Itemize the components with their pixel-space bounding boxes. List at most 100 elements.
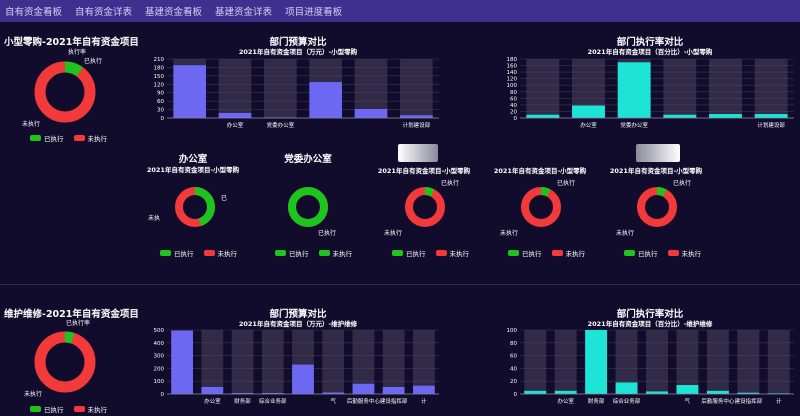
legend-swatch-exec [30,135,41,141]
x-tick-label: 办公室 [227,121,244,129]
donut-slice-executed [34,61,96,123]
bar [524,390,547,394]
x-tick-label: 后勤服务中心 [347,397,381,405]
x-tick-label: 计划建设部 [403,121,431,129]
y-tick-label: 180 [154,65,165,71]
donut-slice-executed [521,187,561,227]
y-tick-label: 40 [510,366,517,372]
bar-background [663,59,697,118]
top-nav: 自有资金看板 自有资金详表 基建资金看板 基建资金详表 项目进度看板 [0,0,800,22]
bar-background [526,59,560,118]
mini3-pie [405,187,445,227]
section-divider [0,284,800,285]
legend-item-exec[interactable]: 已执行 [624,248,658,258]
tab-project-progress-board[interactable]: 项目进度看板 [285,7,343,18]
legend-item-unexec[interactable]: 未执行 [435,248,469,258]
tab-infra-fund-detail[interactable]: 基建资金详表 [215,7,273,18]
bar-background [737,330,760,394]
mini4-label-exec: 已执行 [557,180,576,187]
x-tick-label: 财务部 [588,397,605,405]
legend-item-unexec[interactable]: 未执行 [73,404,107,414]
bar-background [400,59,433,118]
legend-swatch-unexec [73,135,85,141]
bar [354,109,388,118]
tab-infra-fund-board[interactable]: 基建资金看板 [145,7,203,18]
legend-item-exec[interactable]: 已执行 [508,248,542,258]
y-tick-label: 140 [507,70,518,76]
section1-budget-chart: 0 30 60 90 120 150 180 210 办公室 党委办公室 计划建设部 [154,57,439,129]
bar [706,390,729,394]
bar [737,392,760,394]
donut-slice-executed [405,187,445,227]
y-tick-label: 100 [154,379,165,385]
x-tick-label: 建设指挥部 [735,397,763,405]
legend-item-exec[interactable]: 已执行 [160,248,194,258]
section1-budget-title: 部门预算对比 [269,37,327,48]
legend-item-unexec[interactable]: 未执行 [203,248,237,258]
donut-slice-unexecuted [34,331,96,393]
bar-background [201,330,224,394]
legend-swatch-exec [624,250,635,256]
y-tick-label: 200 [154,366,165,372]
tab-own-fund-detail[interactable]: 自有资金详表 [75,7,133,18]
bar [309,82,342,118]
mini3-subtitle: 2021年自有资金项目-小型零购 [377,167,471,175]
y-tick-label: 300 [154,354,165,360]
legend-item-exec[interactable]: 已执行 [275,248,309,258]
legend-swatch-unexec [435,250,447,256]
section2-rate-chart: 0 20 40 60 80 100 办公室 财务部 综合业务部 气 后勤服务中心 建设指挥部 计 [507,328,794,405]
legend-item-unexec[interactable]: 未执行 [551,248,585,258]
mini4-legend: 已执行 未执行 [508,248,585,258]
legend-item-unexec[interactable]: 未执行 [73,133,107,143]
bar-background [261,330,284,394]
mini3-legend: 已执行 未执行 [392,248,469,258]
legend-item-unexec[interactable]: 未执行 [318,248,352,258]
donut-slice-executed [34,331,96,393]
bar [526,114,560,118]
bar [173,65,206,118]
redacted-title-3 [398,144,438,162]
bar [261,392,284,394]
donut-slice-executed [288,187,328,227]
x-tick-label: 计 [776,397,782,405]
y-tick-label: 150 [154,74,165,80]
y-tick-label: 60 [510,354,517,360]
x-tick-label: 综合业务部 [613,397,641,405]
section1-budget-subtitle: 2021年自有资金项目（万元）-小型零购 [238,48,358,56]
x-tick-label: 综合业务部 [259,397,287,405]
tab-own-fund-board[interactable]: 自有资金看板 [5,7,63,18]
bar-background [754,59,788,118]
section2-title: 维护维修-2021年自有资金项目 [4,309,139,320]
y-tick-label: 30 [157,108,164,114]
bar [617,62,651,118]
legend-item-exec[interactable]: 已执行 [392,248,426,258]
donut-slice-executed [637,187,677,227]
x-tick-label: 计 [421,397,427,405]
donut-slice-unexecuted [521,187,561,227]
x-tick-label: 计划建设部 [757,121,785,129]
donut-slice-executed [175,187,215,227]
y-tick-label: 180 [507,57,518,63]
legend-swatch-unexec [318,250,330,256]
mini2-title: 党委办公室 [284,154,332,165]
bar [709,114,742,118]
y-tick-label: 120 [507,77,518,83]
x-tick-label: 气 [330,397,336,405]
section1-pie [34,61,96,123]
legend-swatch-unexec [203,250,215,256]
y-tick-label: 90 [157,91,164,97]
legend-item-exec[interactable]: 已执行 [30,133,64,143]
y-tick-label: 20 [510,379,517,385]
legend-swatch-unexec [73,406,85,412]
y-tick-label: 0 [514,116,518,122]
mini1-title: 办公室 [178,154,208,165]
mini4-pie [521,187,561,227]
y-tick-label: 60 [510,96,517,102]
bar [231,392,254,394]
mini3-label-unexec: 未执行 [384,230,403,237]
legend-item-unexec[interactable]: 未执行 [667,248,701,258]
legend-item-exec[interactable]: 已执行 [30,404,64,414]
donut-slice-unexecuted [34,61,96,123]
section1-pie-label-unexec: 未执行 [22,121,41,128]
